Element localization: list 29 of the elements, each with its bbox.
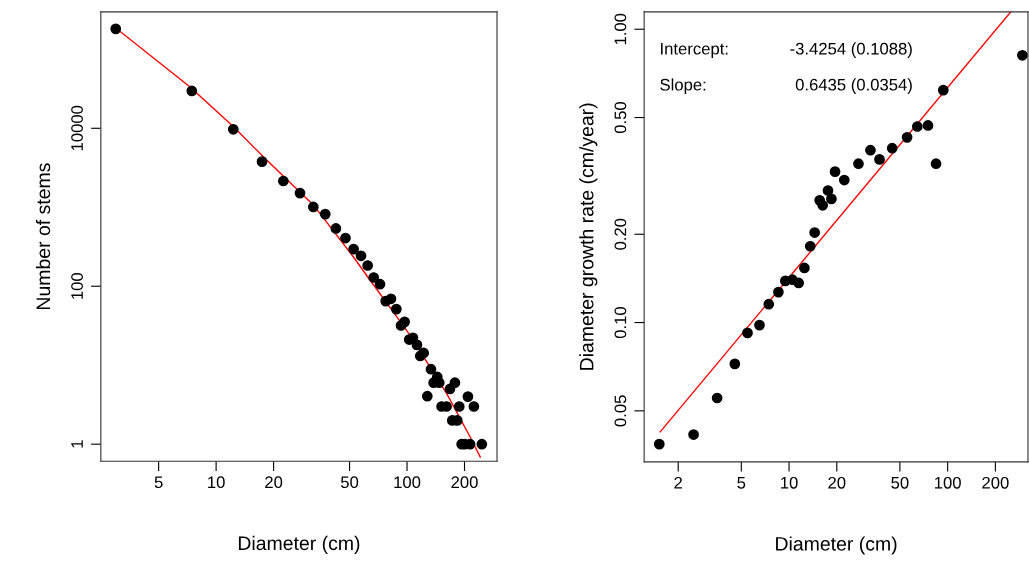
annotation: 0.6435 (0.0354) [795,78,912,94]
x-axis-title: Diameter (cm) [238,535,360,554]
x-tick-label: 50 [891,476,909,489]
y-tick-label: 0.20 [614,218,627,250]
annotation: Slope: [660,78,706,94]
y-axis-title: Number of stems [35,163,51,310]
x-tick-label: 100 [394,476,421,489]
y-tick-label: 10000 [71,105,83,151]
x-tick-label: 200 [451,476,478,489]
x-tick-label: 5 [154,476,163,489]
y-tick-label: 0.10 [614,306,627,339]
y-tick-label: 0.50 [614,101,627,134]
y-axis-title: Diameter growth rate (cm/year) [579,103,598,370]
x-tick-label: 2 [674,476,682,489]
x-axis-title: Diameter (cm) [776,536,897,555]
y-tick-label: 100 [71,272,83,299]
x-tick-label: 100 [935,476,961,489]
x-tick-label: 50 [340,476,359,489]
x-tick-label: 200 [982,476,1009,489]
annotation: Intercept: [661,42,728,58]
annotation: -3.4254 (0.1088) [790,42,912,58]
y-tick-label: 1.00 [614,13,627,45]
y-tick-label: 1 [71,440,83,448]
x-tick-label: 20 [828,476,846,489]
x-tick-label: 5 [737,477,746,489]
x-tick-label: 10 [781,476,798,489]
x-tick-label: 10 [208,476,225,489]
x-tick-label: 20 [265,476,283,489]
y-tick-label: 0.05 [614,395,627,427]
